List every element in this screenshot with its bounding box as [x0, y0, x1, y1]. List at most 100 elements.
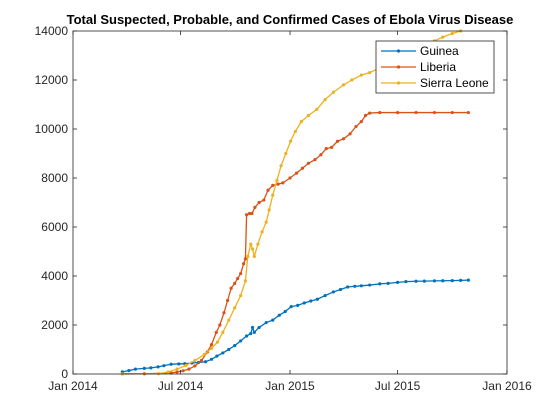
- data-point: [396, 280, 400, 284]
- data-point: [294, 171, 299, 175]
- data-point: [249, 242, 253, 246]
- data-point: [466, 110, 470, 115]
- chart-title: Total Suspected, Probable, and Confirmed…: [67, 12, 514, 27]
- data-point: [293, 129, 297, 134]
- data-point: [363, 113, 368, 118]
- data-point: [209, 343, 214, 347]
- legend-label: Guinea: [420, 44, 459, 58]
- data-point: [315, 297, 319, 301]
- data-point: [225, 298, 230, 303]
- data-point: [236, 276, 240, 281]
- data-point: [239, 271, 243, 276]
- legend-marker: [396, 65, 401, 69]
- axes-layer: 0 2000 4000 6000 8000 10000 12000 14000 Jan 2014…: [35, 24, 532, 393]
- data-point: [249, 331, 253, 336]
- data-point: [330, 145, 334, 149]
- data-point: [359, 73, 363, 77]
- data-point: [252, 254, 256, 258]
- data-point: [277, 313, 281, 317]
- y-tick-label: 12000: [35, 73, 69, 87]
- data-point: [177, 362, 181, 366]
- data-point: [396, 110, 400, 115]
- data-point: [252, 330, 256, 334]
- data-point: [250, 211, 254, 216]
- data-point: [218, 323, 222, 327]
- data-point: [296, 303, 300, 307]
- data-point: [459, 278, 463, 283]
- data-point: [441, 35, 445, 39]
- data-point: [250, 247, 255, 251]
- data-point: [214, 330, 218, 334]
- data-point: [169, 362, 173, 366]
- legend-label: Liberia: [420, 60, 456, 74]
- data-point: [242, 262, 246, 266]
- x-tick-label: Jul 2014: [158, 379, 204, 393]
- x-tick-label: Jul 2015: [375, 379, 421, 393]
- y-tick-label: 2000: [41, 318, 68, 332]
- legend-items: Guinea Liberia Sierra Leone: [381, 44, 489, 90]
- data-point: [175, 370, 179, 374]
- legend-entry: Liberia: [381, 60, 456, 74]
- data-point: [162, 364, 166, 368]
- data-point: [348, 132, 352, 136]
- data-point: [250, 325, 255, 330]
- data-point: [181, 369, 185, 373]
- data-point: [246, 254, 250, 258]
- data-point: [368, 283, 372, 287]
- data-point: [441, 279, 445, 283]
- data-point: [262, 198, 266, 202]
- data-point: [187, 367, 191, 371]
- data-point: [331, 90, 335, 94]
- data-point: [264, 320, 268, 325]
- data-point: [341, 137, 346, 141]
- data-point: [271, 318, 275, 322]
- data-point: [239, 339, 243, 343]
- data-point: [175, 367, 179, 371]
- data-point: [215, 354, 219, 358]
- data-point: [264, 220, 268, 224]
- data-point: [284, 151, 288, 156]
- data-point: [283, 309, 287, 314]
- x-tick-label: Jan 2016: [482, 379, 532, 393]
- data-point: [257, 200, 261, 205]
- data-point: [346, 285, 350, 289]
- data-point: [227, 347, 231, 352]
- legend-marker: [396, 81, 401, 85]
- y-tick-label: 0: [61, 367, 68, 381]
- data-point: [275, 178, 279, 183]
- data-point: [315, 107, 319, 111]
- data-point: [404, 280, 408, 284]
- data-point: [215, 340, 220, 344]
- data-point: [193, 364, 197, 368]
- legend-entry: Guinea: [381, 44, 459, 58]
- data-point: [243, 279, 248, 283]
- data-point: [266, 188, 270, 192]
- data-point: [281, 181, 285, 185]
- data-point: [209, 357, 214, 361]
- data-point: [267, 208, 271, 212]
- data-point: [243, 257, 248, 261]
- y-tick-label: 4000: [41, 269, 68, 283]
- data-point: [353, 284, 357, 288]
- data-point: [309, 299, 313, 303]
- data-point: [359, 120, 363, 124]
- data-point: [209, 346, 214, 350]
- data-point: [149, 366, 153, 370]
- legend-label: Sierra Leone: [420, 76, 489, 90]
- legend-marker: [396, 49, 401, 53]
- data-point: [359, 284, 363, 288]
- data-point: [233, 306, 237, 310]
- data-point: [233, 281, 237, 285]
- data-point: [368, 71, 372, 75]
- series-guinea: [120, 278, 470, 374]
- data-point: [319, 153, 323, 157]
- y-tick-label: 8000: [41, 171, 68, 185]
- data-point: [450, 110, 454, 115]
- data-point: [245, 334, 249, 338]
- data-point: [466, 278, 470, 282]
- data-point: [227, 318, 231, 322]
- data-point: [279, 164, 283, 168]
- data-point: [257, 325, 261, 330]
- data-point: [245, 213, 249, 217]
